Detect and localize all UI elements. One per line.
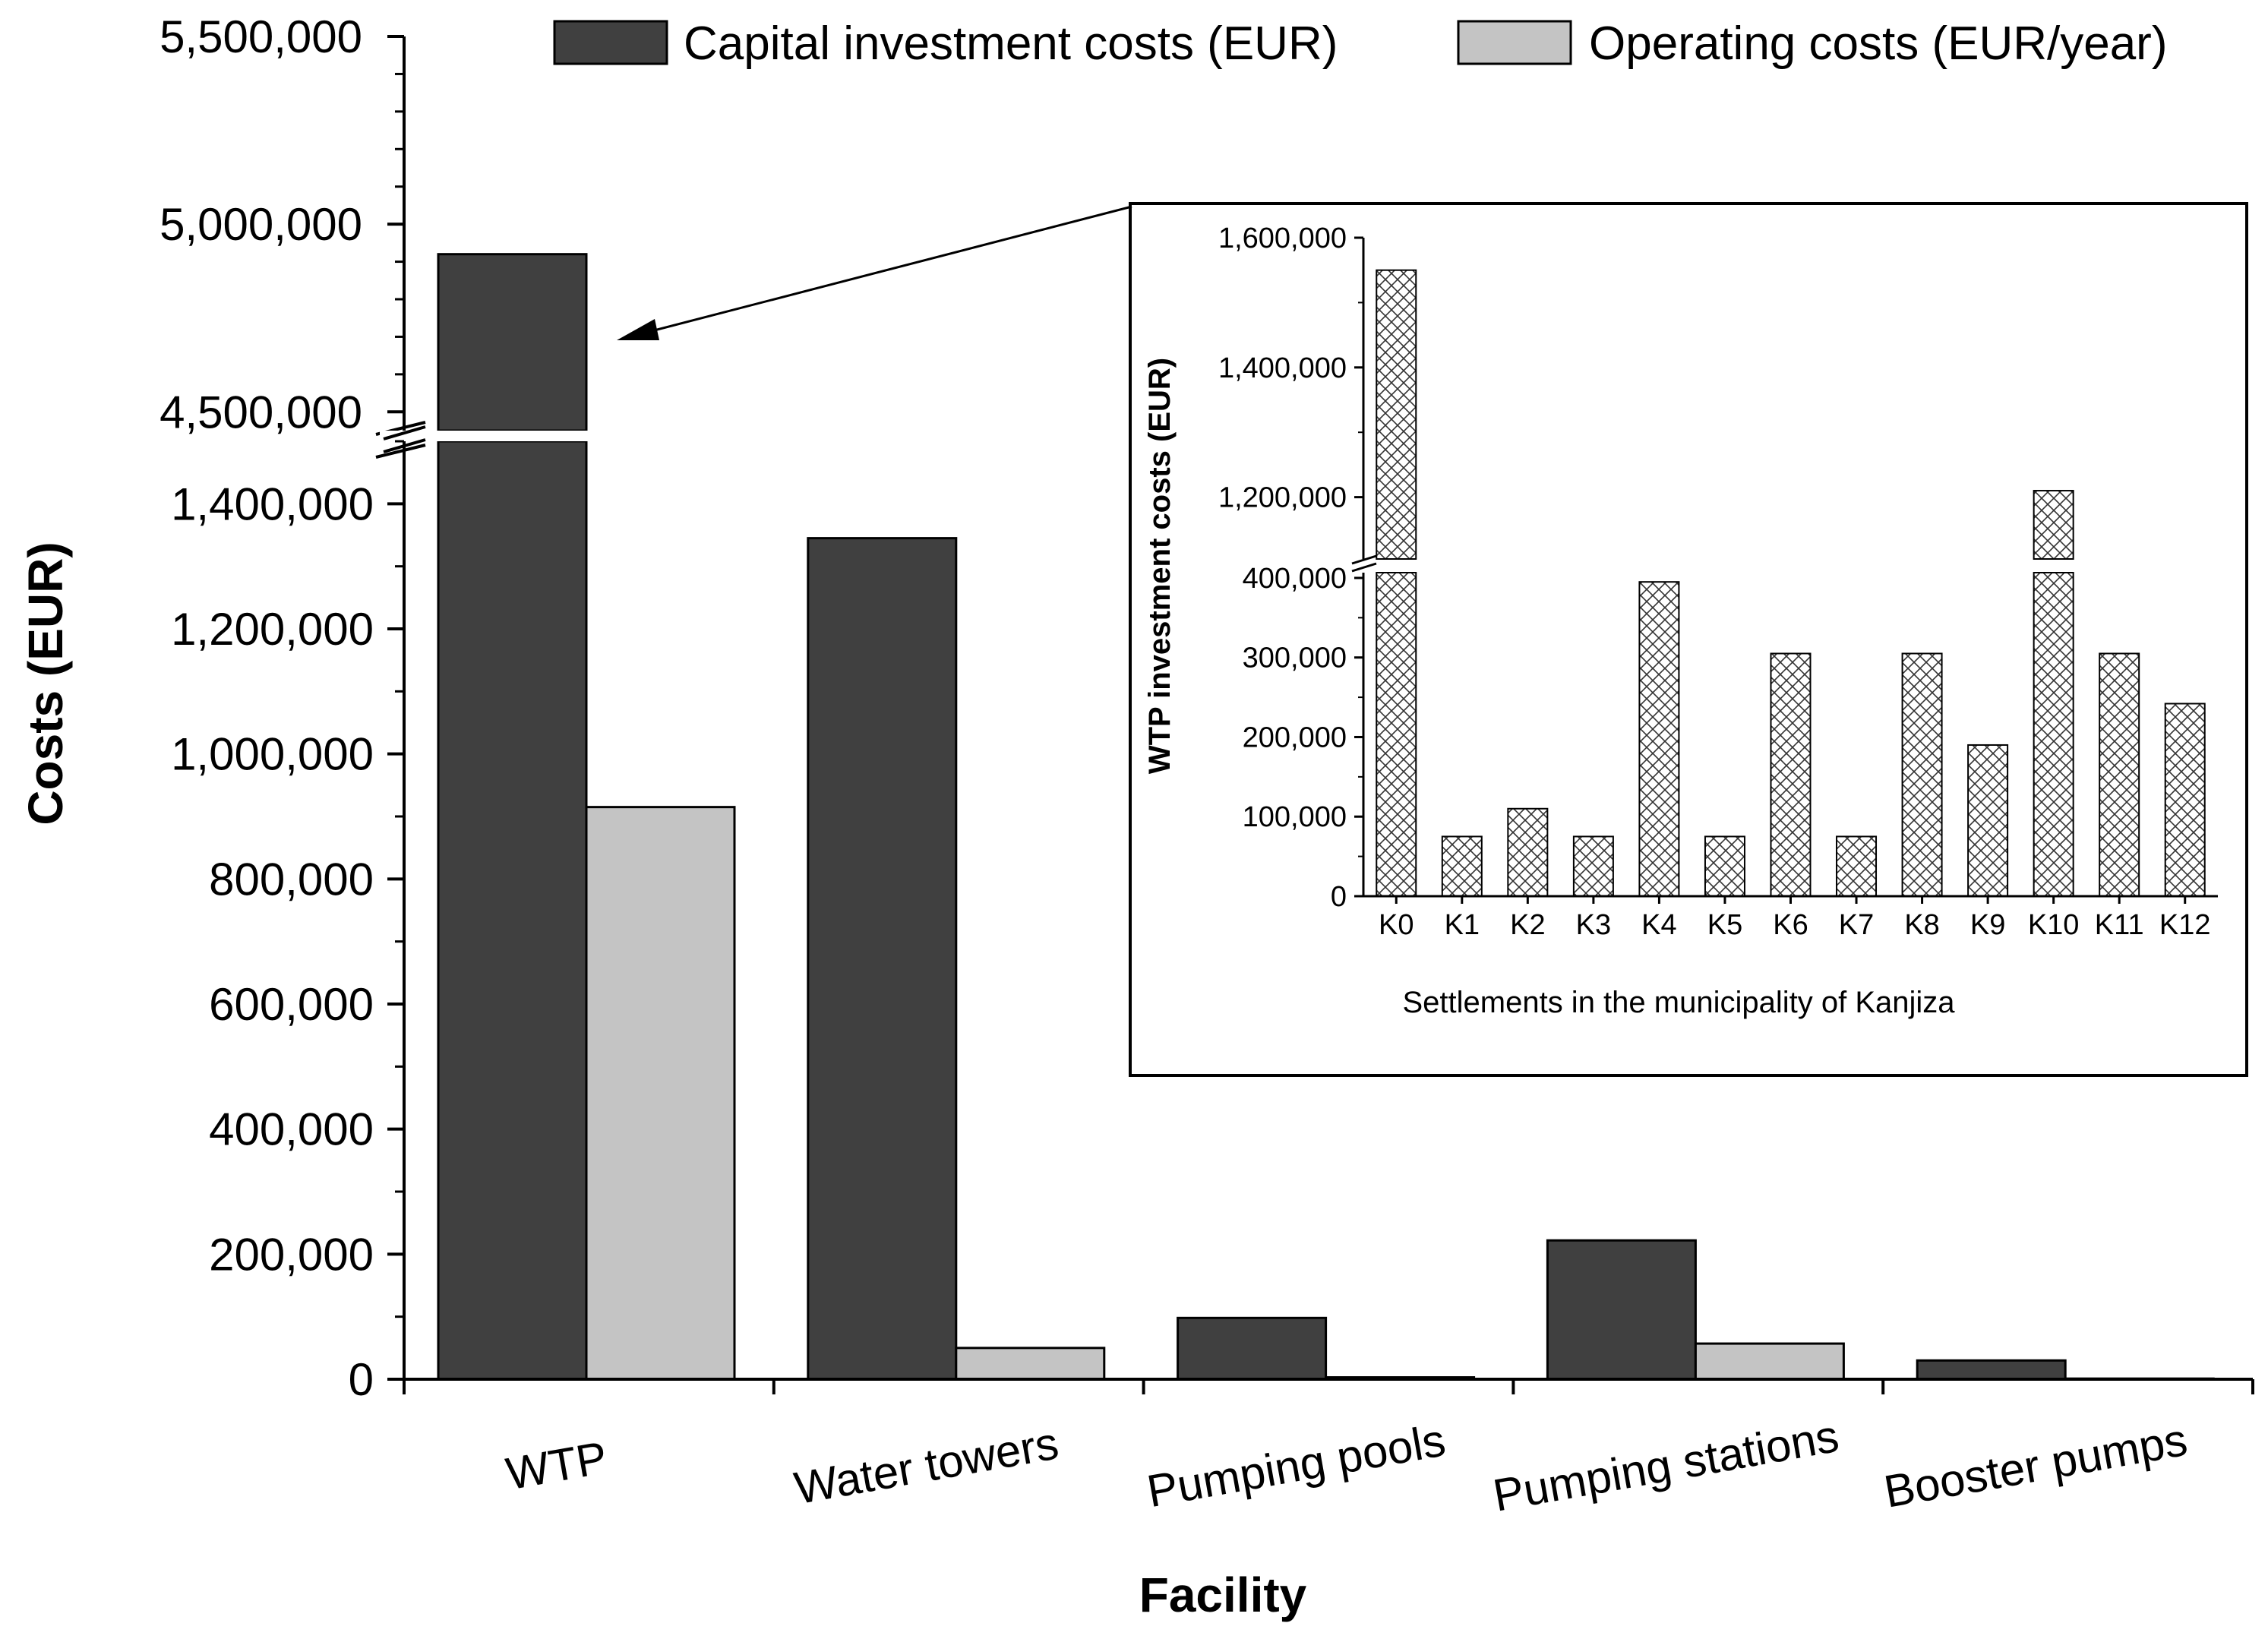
bar-capital-pumping-pools [1177,1316,1328,1381]
bar-capital-water-towers [807,537,958,1381]
inset-bar-k10 [2033,572,2074,897]
bar-capital-pumping-stations [1546,1239,1697,1381]
inset-x-tick-label: K3 [1576,909,1611,941]
x-axis-title: Facility [1139,1568,1307,1622]
inset-break-mark-lower [1351,562,1377,573]
y-tick-label: 5,500,000 [160,11,362,62]
inset-y-tick-label: 400,000 [1243,563,1347,595]
y-tick-label: 200,000 [209,1229,374,1280]
inset-bar-k2 [1507,807,1549,898]
legend-swatch-operating [1457,20,1572,65]
legend-label-capital: Capital investment costs (EUR) [684,17,1338,70]
legend-swatch-capital [553,20,668,65]
inset-bar-k5 [1704,835,1745,898]
y-tick-label: 800,000 [209,854,374,905]
inset-bar-k0 [1376,572,1417,897]
inset-bar-k12 [2164,703,2206,897]
inset-bar-k10-upper [2033,490,2074,560]
inset-x-tick-label: K7 [1839,909,1874,941]
inset-x-tick-label: K0 [1379,909,1414,941]
inset-bar-k1 [1441,835,1483,898]
y-tick-label: 4,500,000 [160,387,362,437]
inset-x-tick-label: K10 [2028,909,2080,941]
y-tick-label: 600,000 [209,979,374,1030]
inset-y-axis-title: WTP investment costs (EUR) [1143,358,1177,774]
inset-bar-k11 [2099,652,2140,897]
x-tick-label: Pumping pools [1143,1414,1449,1517]
x-tick-label: Pumping stations [1489,1410,1843,1521]
x-tick-label: Water towers [791,1417,1062,1514]
legend-label-operating: Operating costs (EUR/year) [1589,17,2167,70]
bar-capital-wtp-upper [437,253,588,432]
inset-bar-k9 [1967,744,2009,898]
y-tick-label: 400,000 [209,1104,374,1155]
bar-capital-booster-pumps [1916,1359,2067,1381]
inset-bar-k7 [1836,835,1878,898]
inset-bar-k4 [1638,581,1680,897]
inset-x-tick-label: K5 [1707,909,1742,941]
x-tick-label: Booster pumps [1881,1414,2191,1517]
annotation-arrow-head [617,319,659,340]
inset-chart: 0 100,000 200,000 300,000 400,000 1,200,000 1,… [617,202,2248,1077]
inset-x-axis-title: Settlements in the municipality of Kanji… [1402,986,1955,1019]
inset-x-tick-label: K11 [2095,909,2144,941]
inset-x-tick-label: K6 [1773,909,1808,941]
axis-break-slash-1 [383,425,426,440]
inset-y-tick-label: 0 [1331,881,1347,913]
inset-x-tick-label: K4 [1641,909,1676,941]
bar-operating-water-towers [955,1347,1106,1381]
x-tick-label: WTP [502,1432,611,1499]
inset-x-tick-label: K8 [1904,909,1939,941]
inset-x-tick-label: K9 [1970,909,2005,941]
inset-x-tick-label: K1 [1445,909,1480,941]
y-tick-label: 1,400,000 [171,478,374,529]
y-tick-label: 0 [349,1354,374,1405]
inset-y-tick-label: 200,000 [1243,722,1347,753]
inset-frame [1129,202,2248,1077]
inset-y-tick-label: 1,400,000 [1218,352,1347,384]
inset-bar-k6 [1770,652,1812,897]
y-axis-title: Costs (EUR) [18,542,73,825]
axis-break-mark-lower [375,444,426,459]
inset-x-tick-label: K12 [2159,909,2211,941]
y-tick-label: 1,000,000 [171,729,374,780]
inset-y-tick-label: 1,600,000 [1218,223,1347,254]
y-tick-label: 1,200,000 [171,604,374,655]
annotation-arrow-line [639,205,1132,336]
y-tick-label: 5,000,000 [160,199,362,250]
inset-y-tick-label: 100,000 [1243,801,1347,833]
inset-x-tick-label: K2 [1510,909,1545,941]
axis-break-slash-2 [383,438,426,453]
inset-bar-k8 [1901,652,1943,897]
inset-bar-k3 [1572,835,1614,898]
inset-y-tick-label: 1,200,000 [1218,482,1347,514]
bar-operating-pumping-stations [1694,1342,1845,1381]
bar-operating-wtp [585,806,736,1381]
bar-capital-wtp [437,440,588,1381]
inset-y-tick-label: 300,000 [1243,643,1347,674]
inset-break-mark-upper [1351,554,1377,565]
inset-bar-k0-upper [1376,269,1417,560]
axis-break-gap [380,431,600,441]
